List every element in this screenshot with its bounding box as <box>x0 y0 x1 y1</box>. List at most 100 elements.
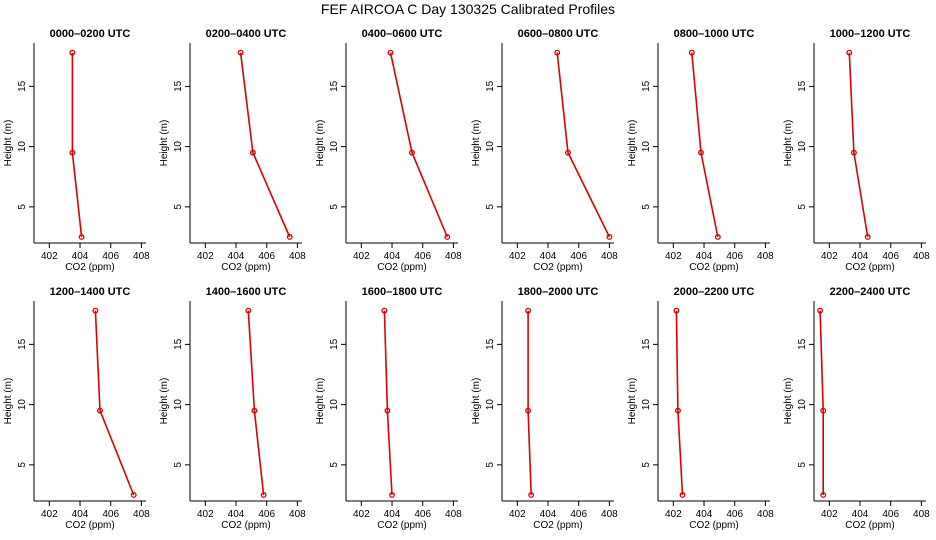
x-tick-label: 406 <box>258 251 275 262</box>
x-tick-label: 408 <box>133 509 150 520</box>
panel-title: 0000–0200 UTC <box>50 28 131 40</box>
profile-point <box>389 492 395 498</box>
y-tick-label: 15 <box>797 80 808 92</box>
profile-line <box>691 52 719 238</box>
x-tick-label: 408 <box>445 251 462 262</box>
x-tick-label: 404 <box>540 251 557 262</box>
profile-line <box>819 310 825 495</box>
x-tick-label: 402 <box>41 251 58 262</box>
x-axis-label: CO2 (ppm) <box>689 262 738 273</box>
x-tick-label: 408 <box>445 509 462 520</box>
x-tick-label: 404 <box>852 251 869 262</box>
profile-panel: 1400–1600 UTC 402 404 406 408 CO2 (ppm) 5 10 15 H… <box>159 286 306 531</box>
y-tick-label: 5 <box>797 462 808 468</box>
x-tick-label: 402 <box>197 251 214 262</box>
y-tick-label: 10 <box>173 399 184 411</box>
y-tick-label: 10 <box>641 141 652 153</box>
y-tick-label: 15 <box>17 80 28 92</box>
profile-point <box>286 234 293 240</box>
y-tick-label: 10 <box>641 399 652 411</box>
x-tick-label: 408 <box>601 251 618 262</box>
profile-point <box>846 49 853 56</box>
panel-title: 0600–0800 UTC <box>518 28 599 40</box>
x-tick-label: 404 <box>228 251 245 262</box>
profile-line <box>675 310 684 496</box>
panel-title: 0800–1000 UTC <box>674 28 755 40</box>
y-axis-label: Height (m) <box>627 120 638 167</box>
profile-point <box>674 407 681 414</box>
y-tick-label: 5 <box>641 462 652 468</box>
profile-point <box>409 149 415 156</box>
x-tick-label: 404 <box>384 509 401 520</box>
panel-title: 2000–2200 UTC <box>674 286 755 298</box>
profile-panel: 1600–1800 UTC 402 404 406 408 CO2 (ppm) 5 10 15 H… <box>315 286 462 531</box>
x-tick-label: 402 <box>821 509 838 520</box>
profile-point <box>820 407 827 414</box>
profile-panel: 2000–2200 UTC 402 404 406 408 CO2 (ppm) 5 10 15 H… <box>627 286 774 531</box>
x-tick-label: 406 <box>726 509 743 520</box>
profile-point <box>245 307 252 314</box>
profile-point <box>673 307 680 314</box>
y-tick-label: 10 <box>173 141 184 153</box>
profile-point <box>384 407 391 414</box>
y-tick-label: 10 <box>17 141 28 153</box>
profile-panel: 1800–2000 UTC 402 404 406 408 CO2 (ppm) 5 10 15 H… <box>471 286 618 531</box>
y-tick-label: 10 <box>17 399 28 411</box>
x-tick-label: 406 <box>570 509 587 520</box>
profile-panel: 2200–2400 UTC 402 404 406 408 CO2 (ppm) 5 10 15 H… <box>783 286 930 531</box>
y-axis-label: Height (m) <box>471 120 482 167</box>
y-tick-label: 5 <box>641 204 652 210</box>
profile-point <box>260 492 267 498</box>
y-tick-label: 10 <box>329 141 340 153</box>
x-tick-label: 408 <box>913 251 930 262</box>
profile-line <box>239 52 291 238</box>
y-axis-label: Height (m) <box>315 378 326 425</box>
panel-title: 1400–1600 UTC <box>206 286 287 298</box>
profile-point <box>92 307 99 314</box>
y-tick-label: 5 <box>17 204 28 210</box>
y-tick-label: 15 <box>485 338 496 350</box>
x-tick-label: 406 <box>882 251 899 262</box>
profile-point <box>387 49 394 56</box>
profile-point <box>444 234 451 240</box>
profile-point <box>525 407 532 414</box>
profile-line <box>527 310 532 496</box>
profile-point <box>820 492 827 498</box>
y-tick-label: 5 <box>17 462 28 468</box>
x-tick-label: 404 <box>72 509 89 520</box>
x-axis-label: CO2 (ppm) <box>533 262 582 273</box>
y-tick-label: 15 <box>485 80 496 92</box>
profile-line <box>94 310 135 496</box>
x-tick-label: 404 <box>72 251 89 262</box>
profile-point <box>554 49 561 56</box>
y-tick-label: 10 <box>797 399 808 411</box>
profile-line <box>556 52 611 238</box>
profile-point <box>714 234 721 240</box>
profile-line <box>383 310 393 496</box>
x-tick-label: 404 <box>540 509 557 520</box>
x-tick-label: 406 <box>414 509 431 520</box>
profile-panel: 0200–0400 UTC 402 404 406 408 CO2 (ppm) 5 10 15 H… <box>159 28 306 273</box>
x-axis-label: CO2 (ppm) <box>221 262 270 273</box>
x-tick-label: 408 <box>133 251 150 262</box>
x-tick-label: 408 <box>289 251 306 262</box>
x-axis-label: CO2 (ppm) <box>377 520 426 531</box>
profile-point <box>249 149 256 156</box>
y-tick-label: 15 <box>329 338 340 350</box>
x-axis-label: CO2 (ppm) <box>533 520 582 531</box>
profile-line <box>389 52 449 238</box>
panel-title: 2200–2400 UTC <box>830 286 911 298</box>
x-axis-label: CO2 (ppm) <box>221 520 270 531</box>
x-tick-label: 408 <box>757 251 774 262</box>
x-axis-label: CO2 (ppm) <box>845 520 894 531</box>
x-tick-label: 402 <box>353 509 370 520</box>
x-tick-label: 406 <box>414 251 431 262</box>
y-axis-label: Height (m) <box>627 378 638 425</box>
x-tick-label: 402 <box>509 251 526 262</box>
panel-title: 1600–1800 UTC <box>362 286 443 298</box>
x-tick-label: 402 <box>821 251 838 262</box>
profile-line <box>71 52 83 238</box>
profile-point <box>237 49 244 56</box>
x-tick-label: 406 <box>102 251 119 262</box>
